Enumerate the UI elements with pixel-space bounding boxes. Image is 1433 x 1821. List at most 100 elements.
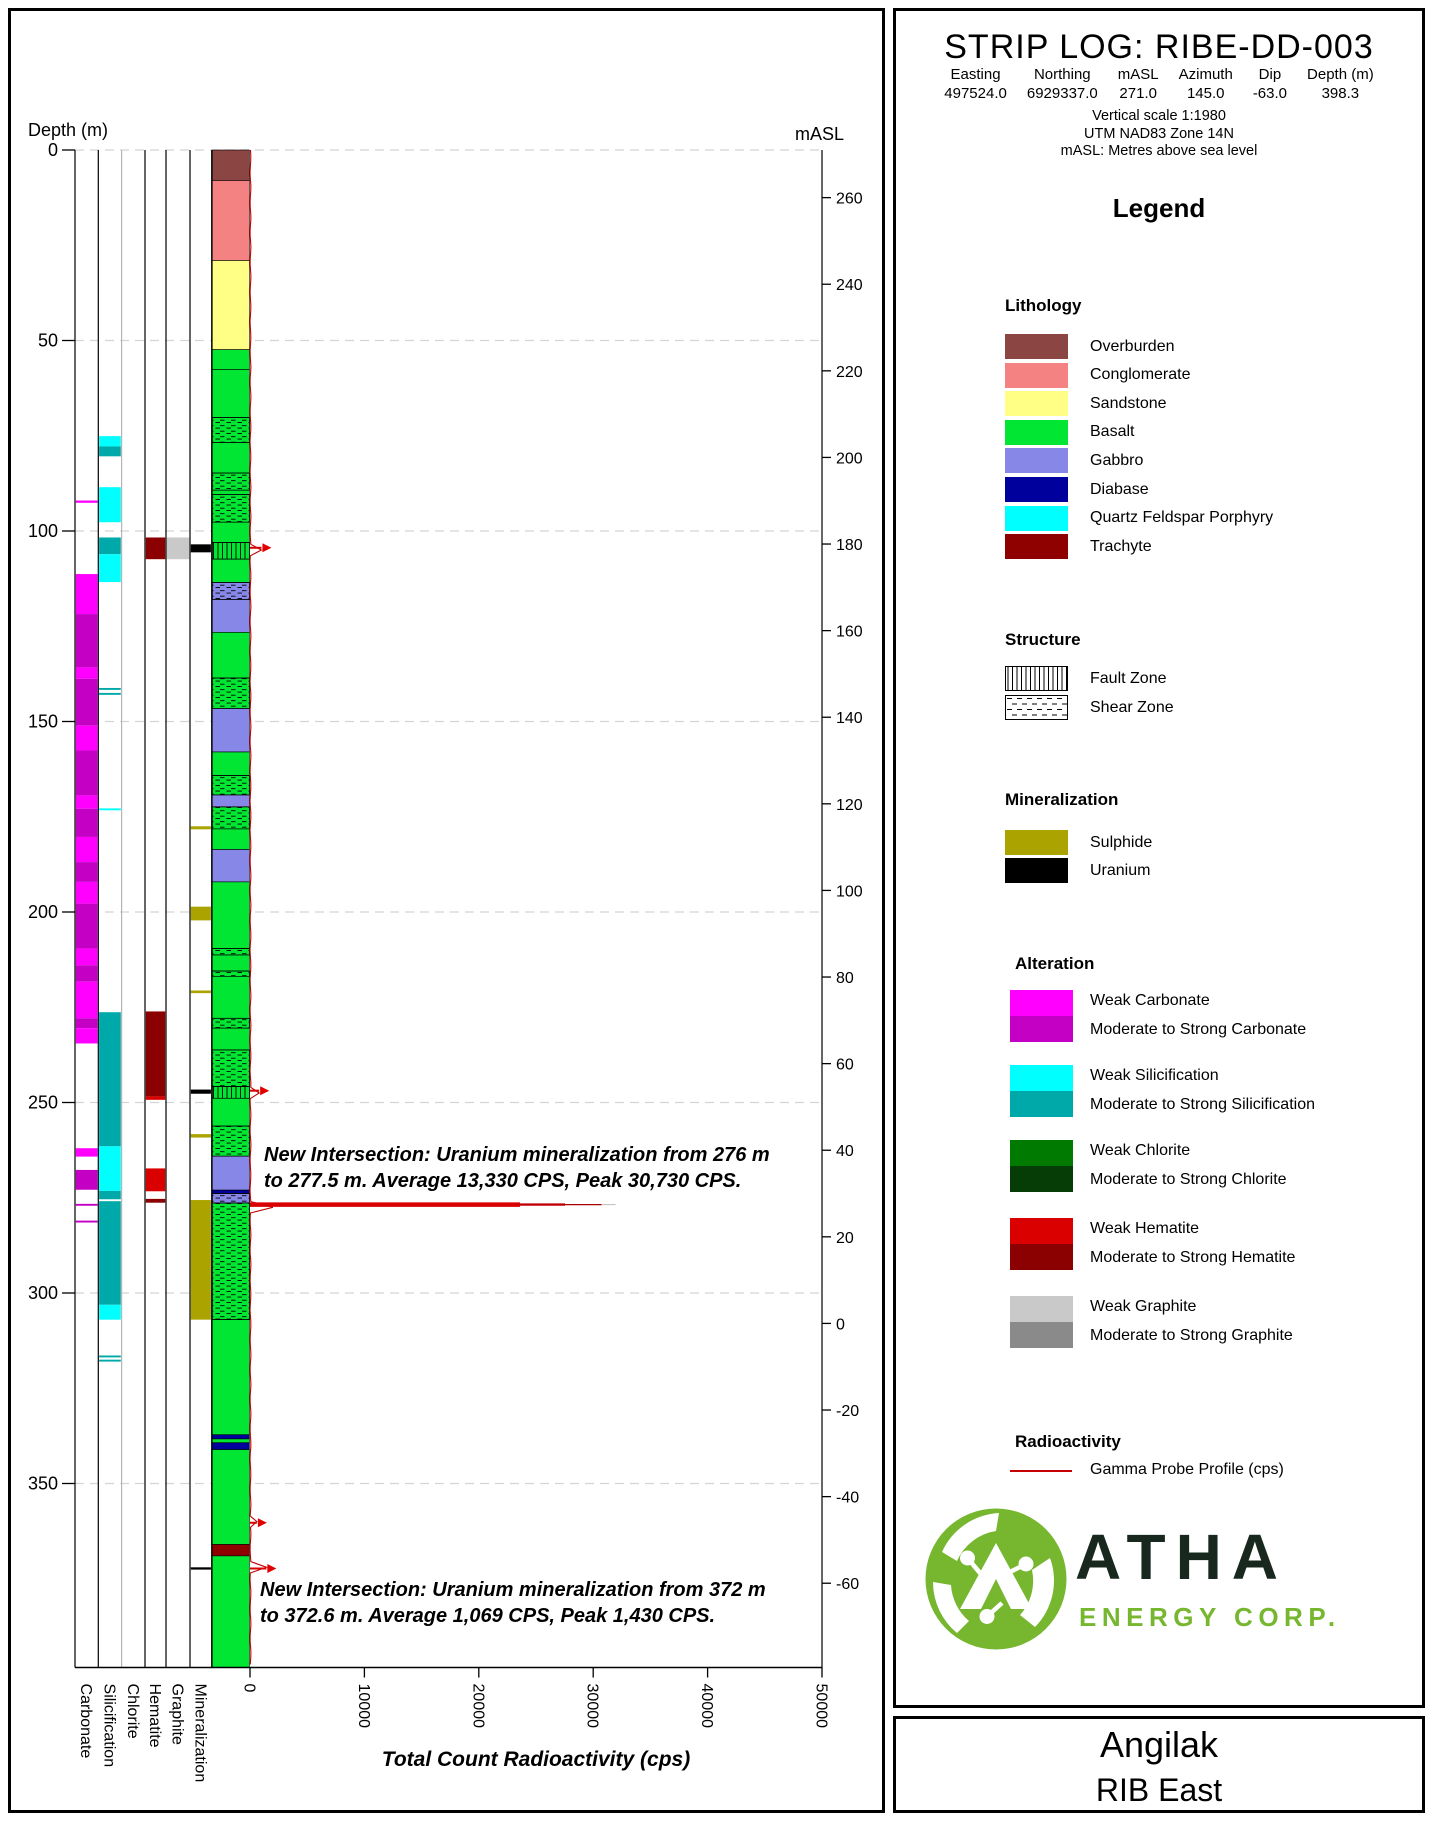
gamma-legend-line	[1010, 1470, 1072, 1472]
hematite-interval	[145, 1198, 166, 1203]
weak-label: Weak Graphite	[1090, 1298, 1197, 1315]
legend-mineralization-2-label: Uranium	[1090, 861, 1151, 879]
legend-lithology-5: Gabbro	[1005, 448, 1143, 474]
masl-tick-label: 80	[836, 970, 854, 987]
structure-overlay-shear	[211, 1049, 250, 1087]
strip-log-title: STRIP LOG: RIBE-DD-003	[944, 28, 1374, 66]
carbonate-interval	[75, 1169, 98, 1190]
swatch-icon	[1005, 830, 1068, 855]
strong-label: Moderate to Strong Silicification	[1090, 1096, 1315, 1113]
gamma-spike-arrow-icon	[257, 1518, 267, 1528]
legend-lithology-3: Sandstone	[1005, 391, 1167, 417]
lith-interval-basalt	[212, 369, 250, 418]
strong-label: Moderate to Strong Hematite	[1090, 1249, 1296, 1266]
legend-mineralization-1-label: Sulphide	[1090, 833, 1153, 851]
silicification-interval	[99, 1190, 121, 1200]
field-label: mASL	[1117, 66, 1159, 83]
carbonate-interval	[75, 614, 98, 668]
strong-label: Moderate to Strong Graphite	[1090, 1327, 1293, 1344]
mineralization-interval-sulphide	[190, 826, 211, 830]
collar-field-easting: Easting 497524.0	[944, 66, 1007, 102]
collar-field-azimuth: Azimuth 145.0	[1179, 66, 1233, 102]
carbonate-interval	[75, 1028, 98, 1044]
lith-interval-overburden	[212, 149, 250, 181]
weak-label: Weak Silicification	[1090, 1067, 1219, 1084]
structure-overlay-shear	[211, 970, 250, 977]
legend-lithology-4-label: Basalt	[1090, 423, 1135, 441]
silicification-interval	[99, 554, 121, 583]
silicification-interval	[99, 1359, 121, 1362]
note-masl: mASL: Metres above sea level	[1060, 143, 1258, 159]
hematite-interval	[145, 1168, 166, 1192]
collar-field-dip: Dip -63.0	[1253, 66, 1287, 102]
legend-mineralization-2: Uranium	[1005, 858, 1150, 883]
depth-tick-label: 150	[28, 712, 58, 732]
structure-overlay-fault	[211, 1086, 250, 1099]
hematite-interval	[145, 537, 166, 560]
lith-interval-diabase	[212, 1189, 250, 1194]
project-content: Angilak RIB East	[893, 1716, 1425, 1809]
gamma-spike-arrow-icon	[260, 1086, 270, 1096]
gamma-tick-label: 30000	[584, 1684, 601, 1729]
field-value: 398.3	[1321, 85, 1360, 102]
swatch-icon	[1005, 391, 1068, 417]
masl-tick-label: 260	[836, 191, 863, 208]
legend-mineralization-1: Sulphide	[1005, 830, 1152, 855]
alteration-header: Alteration	[1015, 954, 1095, 973]
strong-swatch-icon	[1010, 1016, 1073, 1042]
masl-tick-label: 220	[836, 364, 863, 381]
lith-interval-basalt	[212, 349, 250, 370]
carbonate-interval	[75, 795, 98, 809]
masl-axis-title: mASL	[795, 124, 845, 144]
lith-interval-diabase	[212, 1434, 250, 1440]
strong-swatch-icon	[1010, 1166, 1073, 1192]
carbonate-interval	[75, 836, 98, 863]
mineralization-interval-sulphide	[190, 906, 211, 921]
carbonate-interval	[75, 948, 98, 966]
masl-tick-label: 40	[836, 1143, 854, 1160]
lith-interval-basalt	[212, 632, 250, 679]
depth-tick-label: 250	[28, 1093, 58, 1113]
legend-structure-shear-label: Shear Zone	[1090, 698, 1174, 716]
legend-lithology-4: Basalt	[1005, 419, 1135, 445]
column-label-graphite: Graphite	[169, 1684, 186, 1745]
masl-tick-label: 100	[836, 883, 863, 900]
field-label: Depth (m)	[1307, 66, 1374, 83]
column-label-silicification: Silicification	[100, 1684, 117, 1768]
gamma-probe-profile	[249, 149, 274, 1665]
structure-header: Structure	[1005, 630, 1081, 649]
carbonate-interval	[75, 903, 98, 949]
silicification-interval	[99, 537, 121, 555]
lithology-header: Lithology	[1005, 296, 1082, 315]
field-value: 497524.0	[944, 85, 1007, 102]
lith-interval-trachyte	[212, 1544, 250, 1557]
depth-axis-title: Depth (m)	[28, 120, 109, 140]
structure-overlay-shear	[211, 1193, 250, 1204]
depth-tick-label: 0	[48, 140, 58, 160]
carbonate-interval	[75, 667, 98, 679]
structure-overlay-shear	[211, 677, 250, 709]
structure-overlay-shear	[211, 417, 250, 444]
lith-interval-basalt	[212, 1449, 250, 1545]
column-label-chlorite: Chlorite	[124, 1684, 141, 1739]
silicification-interval	[99, 1012, 121, 1147]
mineralization-interval-uranium	[190, 1089, 211, 1094]
legend-alteration-silicification: Weak Silicification Moderate to Strong S…	[1010, 1065, 1420, 1119]
column-label-mineralization: Mineralization	[191, 1684, 208, 1783]
collar-field-masl: mASL 271.0	[1118, 66, 1159, 102]
carbonate-interval	[75, 981, 98, 1019]
carbonate-interval	[75, 1220, 98, 1223]
radioactivity-header: Radioactivity	[1015, 1432, 1121, 1451]
masl-tick-label: -40	[836, 1490, 859, 1507]
field-label: Easting	[950, 66, 1001, 83]
field-value: 6929337.0	[1026, 85, 1098, 102]
weak-label: Weak Chlorite	[1090, 1142, 1191, 1159]
structure-overlay-shear	[211, 472, 250, 491]
structure-overlay-fault	[211, 542, 250, 560]
hematite-interval	[145, 1096, 166, 1100]
legend-structure-fault: Fault Zone	[1005, 666, 1166, 691]
legend-alteration-graphite: Weak Graphite Moderate to Strong Graphit…	[1010, 1296, 1420, 1350]
carbonate-interval	[75, 750, 98, 796]
legend-lithology-2-label: Conglomerate	[1090, 366, 1191, 384]
